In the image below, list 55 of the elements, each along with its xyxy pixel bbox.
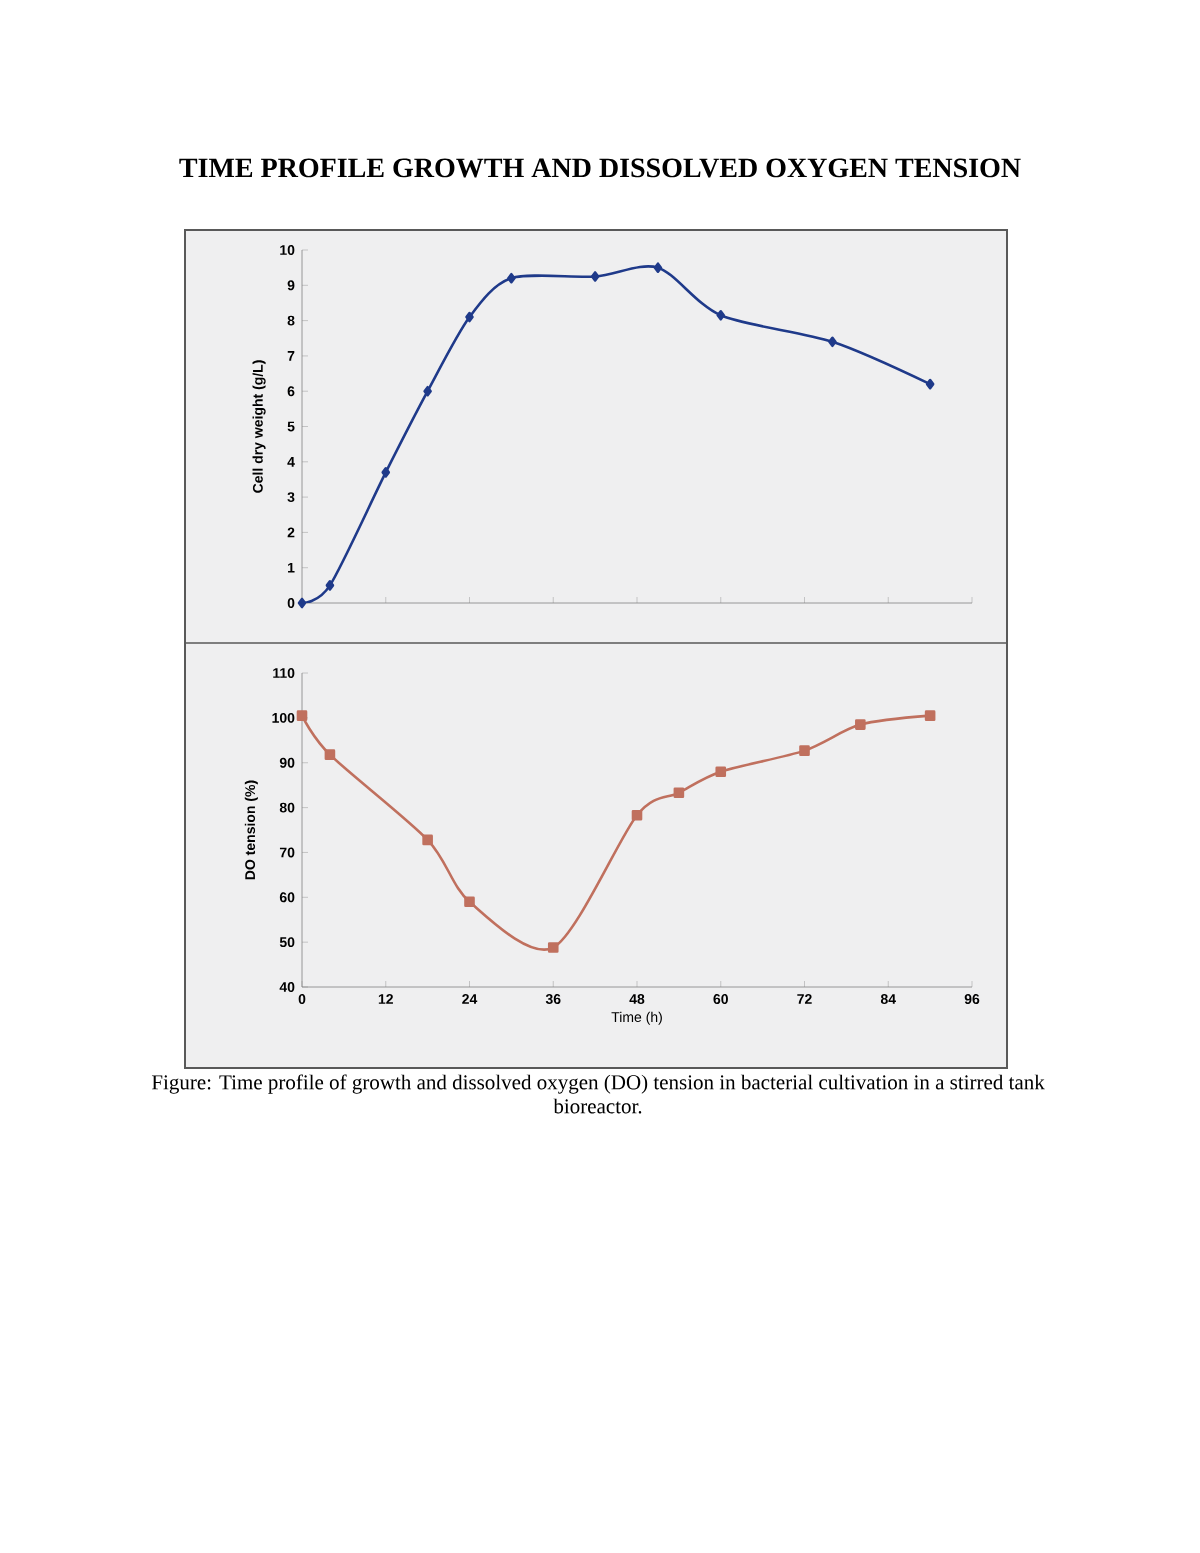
point [715,766,727,778]
point [631,809,643,821]
y-tick-label: 40 [279,982,295,992]
point [799,745,810,756]
x-tick-label: 36 [545,994,561,1005]
point [653,262,663,273]
y-tick-label: 2 [287,527,295,538]
x-tick-label: 48 [629,994,645,1004]
y-tick-label: 80 [279,802,295,813]
point [716,310,726,321]
y-axis-title: DO tension (%) [244,780,258,880]
x-axis-title: Time (h) [611,1011,662,1025]
x-tick-label: 60 [713,994,728,1004]
y-tick-label: 90 [279,757,295,768]
point [296,710,308,721]
point [465,311,474,323]
point [925,378,935,390]
point [507,272,516,284]
x-tick-label: 84 [880,994,896,1004]
x-tick-label: 12 [378,994,393,1004]
point [325,580,335,591]
point [381,467,391,478]
text: Figure: Time profile of growth and dissolved oxygen (DO) tension in bacterial cultivation in a stirred tank bioreactor. [151,1074,1045,1114]
x-tick-label: 96 [964,994,980,1004]
y-tick-label: 4 [287,457,295,467]
point [464,896,475,908]
y-tick-label: 100 [272,712,295,723]
point [423,385,432,397]
y-tick-label: 70 [279,847,295,858]
point [924,710,936,721]
y-tick-label: 3 [287,492,295,503]
y-tick-label: 50 [279,937,295,948]
point [297,597,307,609]
y-tick-label: 10 [280,245,295,255]
point [547,942,559,953]
y-tick-label: 0 [287,598,295,608]
point [828,336,837,348]
y-tick-label: 110 [273,668,295,678]
x-tick-label: 24 [462,994,478,1004]
x-tick-label: 72 [797,994,812,1004]
y-axis-title: Cell dry weight (g/L) [252,360,266,493]
point [590,271,600,282]
y-tick-label: 9 [287,280,295,291]
point [673,787,685,799]
point [422,834,433,846]
y-tick-label: 7 [287,351,295,361]
y-tick-label: 5 [287,421,295,432]
chart-title: TIME PROFILE GROWTH AND DISSOLVED OXYGEN TENSION [179,158,1021,178]
x-tick-label: 0 [298,994,306,1004]
y-tick-label: 1 [288,562,295,573]
point [855,719,866,730]
point [324,749,336,760]
y-tick-label: 60 [279,892,295,903]
y-tick-label: 6 [287,386,295,397]
y-tick-label: 8 [287,315,295,326]
